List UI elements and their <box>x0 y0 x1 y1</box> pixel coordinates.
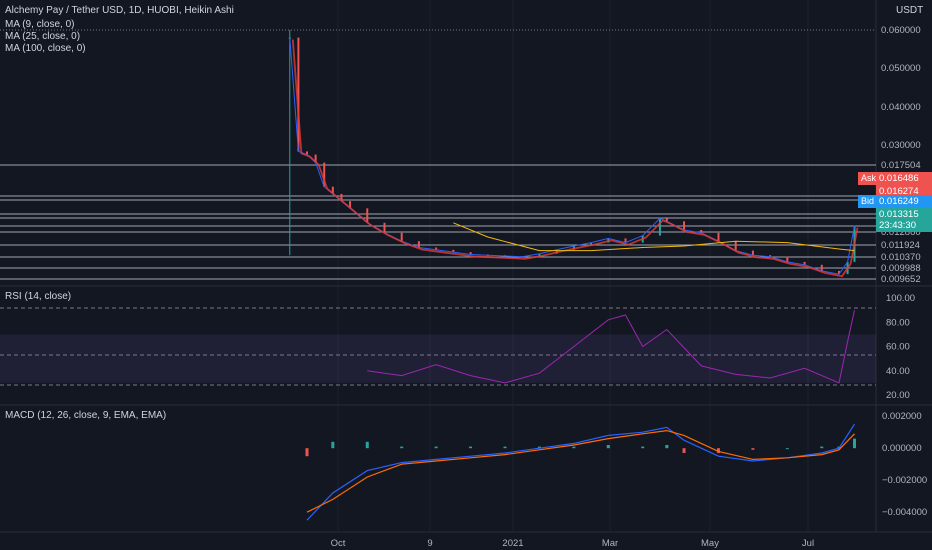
ask-label: Ask <box>858 172 880 185</box>
price-candle <box>400 232 403 242</box>
macd-histogram-bar <box>606 445 610 449</box>
price-candle <box>417 241 420 248</box>
currency-label[interactable]: USDT <box>896 5 924 16</box>
price-candle <box>820 264 823 271</box>
horizontal-levels <box>0 29 876 280</box>
macd-legend: MACD (12, 26, close, 9, EMA, EMA) <box>5 410 167 421</box>
macd-histogram-bar <box>365 441 369 449</box>
price-tick-label: 0.012860 <box>881 227 921 238</box>
ask-price-tag: 0.016486 <box>876 172 932 185</box>
last-price-tag: 0.013315 <box>876 208 932 221</box>
time-tick-label: Oct <box>331 538 346 549</box>
macd-histogram-bar <box>751 448 755 450</box>
price-candle <box>349 201 352 209</box>
price-candle <box>323 162 326 187</box>
macd-tick-label: −0.004000 <box>882 507 927 518</box>
price-tick-label: 0.009988 <box>881 263 921 274</box>
macd-histogram-bar <box>820 446 824 449</box>
rsi-background-band <box>0 334 876 383</box>
macd-histogram-bar <box>305 448 309 457</box>
price-candle <box>734 241 737 251</box>
price-candle <box>700 229 703 233</box>
price-candle <box>803 261 806 265</box>
rsi-line <box>367 309 855 384</box>
price-candle <box>435 247 438 250</box>
price-tick-label: 0.017504 <box>881 160 921 171</box>
symbol-title: Alchemy Pay / Tether USD, 1D, HUOBI, Hei… <box>5 5 234 16</box>
price-candle <box>297 37 300 152</box>
macd-tick-label: 0.002000 <box>882 411 922 422</box>
price-candle <box>683 221 686 230</box>
rsi-tick-label: 80.00 <box>886 317 910 328</box>
macd-histogram-bar <box>537 446 541 449</box>
ma100-legend: MA (100, close, 0) <box>5 43 86 54</box>
macd-histogram-bar <box>785 448 789 450</box>
price-candle <box>769 255 772 257</box>
bid-price-tag: 0.016249 <box>876 195 932 208</box>
time-tick-label: May <box>701 538 719 549</box>
price-candle <box>383 222 386 233</box>
price-tick-label: 0.010370 <box>881 252 921 263</box>
price-tick-label: 0.030000 <box>881 140 921 151</box>
price-tick-label: 0.060000 <box>881 25 921 36</box>
price-candle <box>452 249 455 253</box>
price-candle <box>366 208 369 223</box>
price-candle <box>624 238 627 243</box>
macd-histogram-bar <box>852 438 856 449</box>
macd-signal-line <box>306 429 855 513</box>
price-candle <box>665 218 668 222</box>
ma25-legend: MA (25, close, 0) <box>5 31 81 42</box>
macd-histogram-bar <box>641 446 645 449</box>
price-candle <box>306 151 309 155</box>
rsi-tick-label: 40.00 <box>886 366 910 377</box>
price-candle <box>590 242 593 246</box>
time-tick-label: Mar <box>602 538 618 549</box>
macd-tick-label: −0.002000 <box>882 475 927 486</box>
ma100-line <box>453 222 855 252</box>
price-candle <box>538 253 541 257</box>
ma9-legend: MA (9, close, 0) <box>5 19 75 30</box>
countdown-tag: 23:43:30 <box>876 219 932 232</box>
macd-histogram-bar <box>665 445 669 449</box>
rsi-tick-label: 60.00 <box>886 342 910 353</box>
price-tick-label: 0.050000 <box>881 63 921 74</box>
macd-line <box>306 423 856 521</box>
price-tick-label: 0.011924 <box>881 240 920 251</box>
price-candle <box>658 218 661 236</box>
macd-histogram-bar <box>503 446 507 449</box>
price-candle <box>786 256 789 262</box>
rsi-tick-label: 20.00 <box>886 390 910 401</box>
ma9-line <box>289 37 855 275</box>
macd-histogram-bar <box>434 446 438 449</box>
macd-histogram-bar <box>469 446 473 449</box>
macd-histogram-bar <box>572 446 576 449</box>
price-tag-red: 0.016274 <box>876 185 932 198</box>
rsi-tick-label: 100.00 <box>886 293 915 304</box>
time-tick-label: 2021 <box>502 538 523 549</box>
bid-label: Bid <box>858 195 878 208</box>
price-candle <box>751 250 754 256</box>
price-tick-label: 0.040000 <box>881 102 921 113</box>
price-candle <box>717 232 720 242</box>
price-candle <box>314 154 317 163</box>
macd-histogram-bar <box>331 441 335 449</box>
rsi-legend: RSI (14, close) <box>5 291 72 302</box>
macd-tick-label: 0.000000 <box>882 443 922 454</box>
macd-histogram-bar <box>716 448 720 453</box>
time-tick-label: 9 <box>427 538 432 549</box>
ma25-line <box>291 39 859 278</box>
macd-histogram-bar <box>400 446 404 449</box>
price-candle <box>469 252 472 255</box>
macd-histogram-bar <box>682 448 686 453</box>
price-candle <box>331 186 334 194</box>
price-candle <box>837 270 840 275</box>
price-tick-label: 0.009652 <box>881 274 921 285</box>
time-tick-label: Jul <box>802 538 814 549</box>
price-candle <box>340 193 343 202</box>
